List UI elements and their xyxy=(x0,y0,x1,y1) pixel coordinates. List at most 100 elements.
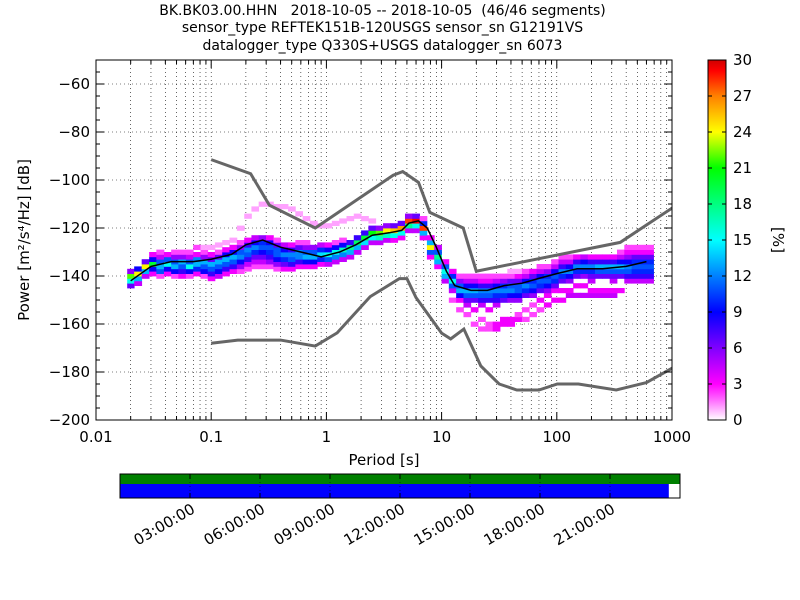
psd-cell xyxy=(412,223,421,229)
psd-cell xyxy=(507,278,516,284)
psd-cell xyxy=(521,288,530,294)
psd-cell xyxy=(383,232,391,238)
psd-cell xyxy=(478,302,486,308)
psd-cell xyxy=(302,244,311,250)
colorbar-ticks: 0 3 6 9 12 15 18 21 24 27 30 xyxy=(708,51,752,429)
psd-cell xyxy=(273,256,282,262)
psd-cell xyxy=(273,204,282,210)
psd-cell xyxy=(521,273,530,279)
psd-cell xyxy=(200,273,209,279)
psd-cell xyxy=(404,223,413,229)
psd-cell xyxy=(565,288,574,294)
psd-cell xyxy=(339,237,347,243)
psd-cell xyxy=(573,254,581,260)
psd-cell xyxy=(500,288,508,294)
psd-cell xyxy=(331,240,340,246)
psd-cell xyxy=(492,297,501,303)
psd-cell xyxy=(134,276,143,282)
psd-cell xyxy=(536,273,545,279)
psd-cell xyxy=(624,249,633,255)
psd-cell xyxy=(500,321,508,327)
psd-cell xyxy=(273,242,282,248)
psd-cell xyxy=(171,273,179,279)
coverage-time-label: 03:00:00 xyxy=(131,500,198,549)
psd-cell xyxy=(565,254,574,260)
psd-cell xyxy=(456,292,464,298)
psd-cell xyxy=(426,249,435,255)
psd-cell xyxy=(214,242,223,248)
psd-cell xyxy=(631,249,640,255)
psd-cell xyxy=(419,220,428,226)
psd-cell xyxy=(558,288,567,294)
psd-cell xyxy=(149,266,157,272)
psd-cell xyxy=(178,268,187,274)
psd-cell xyxy=(222,256,230,262)
colorbar-tick-label: 24 xyxy=(733,123,752,141)
psd-cell xyxy=(251,264,260,270)
psd-cell xyxy=(353,213,362,219)
psd-cell xyxy=(492,273,501,279)
psd-cell xyxy=(229,249,238,255)
psd-cell xyxy=(163,266,172,272)
psd-cell xyxy=(236,225,245,231)
psd-cell xyxy=(368,218,377,224)
psd-cell xyxy=(288,206,296,212)
psd-cell xyxy=(529,288,537,294)
psd-cell xyxy=(463,297,472,303)
psd-cell xyxy=(324,247,333,253)
psd-cell xyxy=(631,254,640,260)
psd-cell xyxy=(638,278,647,284)
psd-cell xyxy=(646,259,654,265)
psd-cell xyxy=(302,240,311,246)
x-axis-label: Period [s] xyxy=(348,451,419,469)
psd-cell xyxy=(456,283,464,289)
psd-cell xyxy=(302,259,311,265)
y-tick-label: −160 xyxy=(49,315,90,333)
psd-cell xyxy=(456,288,464,294)
psd-cell xyxy=(251,259,260,265)
psd-cell xyxy=(646,278,654,284)
psd-cell xyxy=(324,256,333,262)
y-tick-label: −60 xyxy=(58,75,90,93)
psd-cell xyxy=(244,242,252,248)
psd-cell xyxy=(456,297,464,303)
psd-cell xyxy=(463,283,472,289)
psd-cell xyxy=(514,278,523,284)
psd-cell xyxy=(485,278,494,284)
psd-cell xyxy=(463,288,472,294)
psd-cell xyxy=(500,278,508,284)
psd-cell xyxy=(470,292,479,298)
psd-cell xyxy=(324,223,333,229)
psd-cell xyxy=(529,278,537,284)
psd-cell xyxy=(404,228,413,234)
psd-cell xyxy=(361,244,369,250)
psd-cell xyxy=(551,288,559,294)
psd-cell xyxy=(551,259,559,265)
colorbar-tick-label: 18 xyxy=(733,195,752,213)
psd-cell xyxy=(156,268,165,274)
psd-cell xyxy=(529,292,537,298)
psd-cell xyxy=(156,249,165,255)
psd-cell xyxy=(426,254,435,260)
psd-cell xyxy=(448,268,457,274)
psd-cell xyxy=(200,259,209,265)
psd-cell xyxy=(339,218,347,224)
psd-cell xyxy=(229,244,238,250)
psd-cell xyxy=(463,302,472,308)
noise-model-nhnm xyxy=(210,158,672,273)
psd-cell xyxy=(507,292,516,298)
psd-cell xyxy=(163,271,172,277)
psd-cell xyxy=(397,225,406,231)
psd-cell xyxy=(266,254,274,260)
psd-cell xyxy=(448,273,457,279)
psd-cell xyxy=(288,266,296,272)
psd-cell xyxy=(244,256,252,262)
psd-cell xyxy=(624,268,633,274)
psd-cell xyxy=(288,252,296,258)
psd-cell xyxy=(236,249,245,255)
colorbar-tick-label: 15 xyxy=(733,231,752,249)
psd-cell xyxy=(214,249,223,255)
psd-cell xyxy=(214,268,223,274)
psd-cell xyxy=(580,292,589,298)
psd-cell xyxy=(456,273,464,279)
